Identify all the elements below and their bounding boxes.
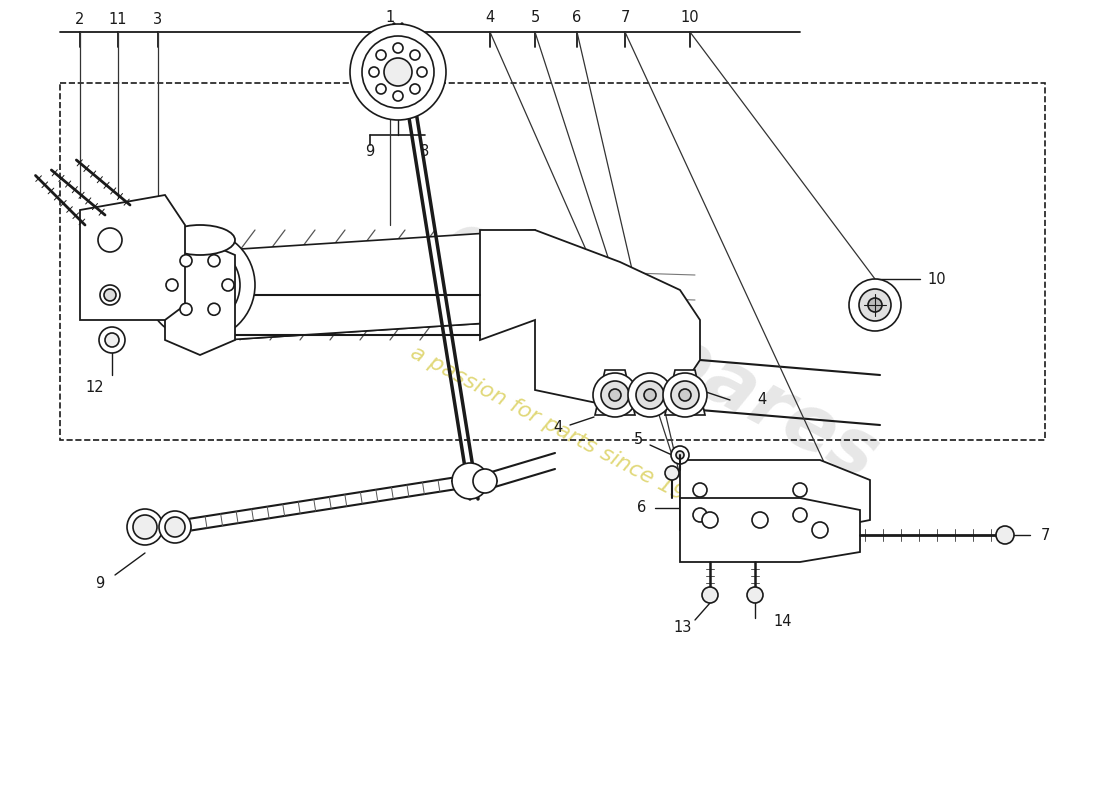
- Circle shape: [98, 228, 122, 252]
- Circle shape: [393, 43, 403, 53]
- Circle shape: [868, 298, 882, 312]
- Circle shape: [104, 289, 116, 301]
- Circle shape: [609, 389, 622, 401]
- Circle shape: [752, 512, 768, 528]
- Text: 5: 5: [530, 10, 540, 26]
- Circle shape: [601, 381, 629, 409]
- Polygon shape: [226, 230, 535, 340]
- Circle shape: [671, 446, 689, 464]
- Circle shape: [160, 245, 240, 325]
- Polygon shape: [666, 370, 705, 415]
- Text: 13: 13: [674, 619, 692, 634]
- Text: 5: 5: [634, 433, 642, 447]
- Circle shape: [793, 483, 807, 497]
- Text: 2: 2: [75, 13, 85, 27]
- Circle shape: [410, 50, 420, 60]
- Circle shape: [671, 381, 698, 409]
- Circle shape: [368, 67, 379, 77]
- Circle shape: [100, 285, 120, 305]
- Circle shape: [793, 508, 807, 522]
- Circle shape: [410, 84, 420, 94]
- Circle shape: [133, 515, 157, 539]
- Text: 14: 14: [773, 614, 792, 630]
- Circle shape: [628, 373, 672, 417]
- Circle shape: [747, 587, 763, 603]
- Text: 4: 4: [758, 393, 767, 407]
- Circle shape: [996, 526, 1014, 544]
- Text: eurospares: eurospares: [429, 204, 891, 496]
- Circle shape: [644, 389, 656, 401]
- Circle shape: [693, 508, 707, 522]
- Text: 6: 6: [572, 10, 582, 26]
- Circle shape: [417, 67, 427, 77]
- Circle shape: [182, 267, 218, 303]
- Circle shape: [859, 289, 891, 321]
- Circle shape: [362, 36, 435, 108]
- Text: 7: 7: [620, 10, 629, 26]
- Circle shape: [99, 327, 125, 353]
- Text: 4: 4: [553, 421, 562, 435]
- Circle shape: [180, 254, 192, 266]
- Polygon shape: [595, 370, 635, 415]
- Circle shape: [384, 58, 412, 86]
- Text: 4: 4: [485, 10, 495, 26]
- Circle shape: [376, 50, 386, 60]
- Text: 10: 10: [927, 271, 946, 286]
- Polygon shape: [226, 292, 535, 340]
- Circle shape: [208, 254, 220, 266]
- Circle shape: [666, 466, 679, 480]
- Text: 7: 7: [1041, 527, 1049, 542]
- Circle shape: [160, 511, 191, 543]
- Circle shape: [693, 483, 707, 497]
- Text: 8: 8: [420, 145, 430, 159]
- Circle shape: [676, 451, 684, 459]
- Circle shape: [702, 587, 718, 603]
- Text: a passion for parts since 1985: a passion for parts since 1985: [407, 342, 713, 518]
- Circle shape: [350, 24, 446, 120]
- Text: 11: 11: [109, 13, 128, 27]
- Polygon shape: [480, 230, 700, 410]
- Circle shape: [180, 303, 192, 315]
- Circle shape: [145, 230, 255, 340]
- Ellipse shape: [165, 225, 235, 255]
- Text: 12: 12: [86, 381, 104, 395]
- Text: 3: 3: [153, 13, 163, 27]
- Text: 6: 6: [637, 501, 647, 515]
- Polygon shape: [185, 230, 226, 340]
- Circle shape: [636, 381, 664, 409]
- Circle shape: [593, 373, 637, 417]
- Circle shape: [104, 333, 119, 347]
- Text: 10: 10: [681, 10, 700, 26]
- Circle shape: [679, 389, 691, 401]
- Polygon shape: [80, 195, 185, 320]
- Circle shape: [702, 512, 718, 528]
- Circle shape: [165, 517, 185, 537]
- Circle shape: [393, 91, 403, 101]
- Polygon shape: [165, 240, 235, 355]
- Text: 1: 1: [385, 10, 395, 26]
- Polygon shape: [680, 460, 870, 530]
- Circle shape: [452, 463, 488, 499]
- Polygon shape: [680, 498, 860, 562]
- Circle shape: [663, 373, 707, 417]
- Circle shape: [473, 469, 497, 493]
- Text: 9: 9: [365, 145, 375, 159]
- Circle shape: [849, 279, 901, 331]
- Circle shape: [812, 522, 828, 538]
- Circle shape: [126, 509, 163, 545]
- Circle shape: [376, 84, 386, 94]
- Circle shape: [208, 303, 220, 315]
- Text: 9: 9: [96, 575, 104, 590]
- Circle shape: [166, 279, 178, 291]
- Circle shape: [222, 279, 234, 291]
